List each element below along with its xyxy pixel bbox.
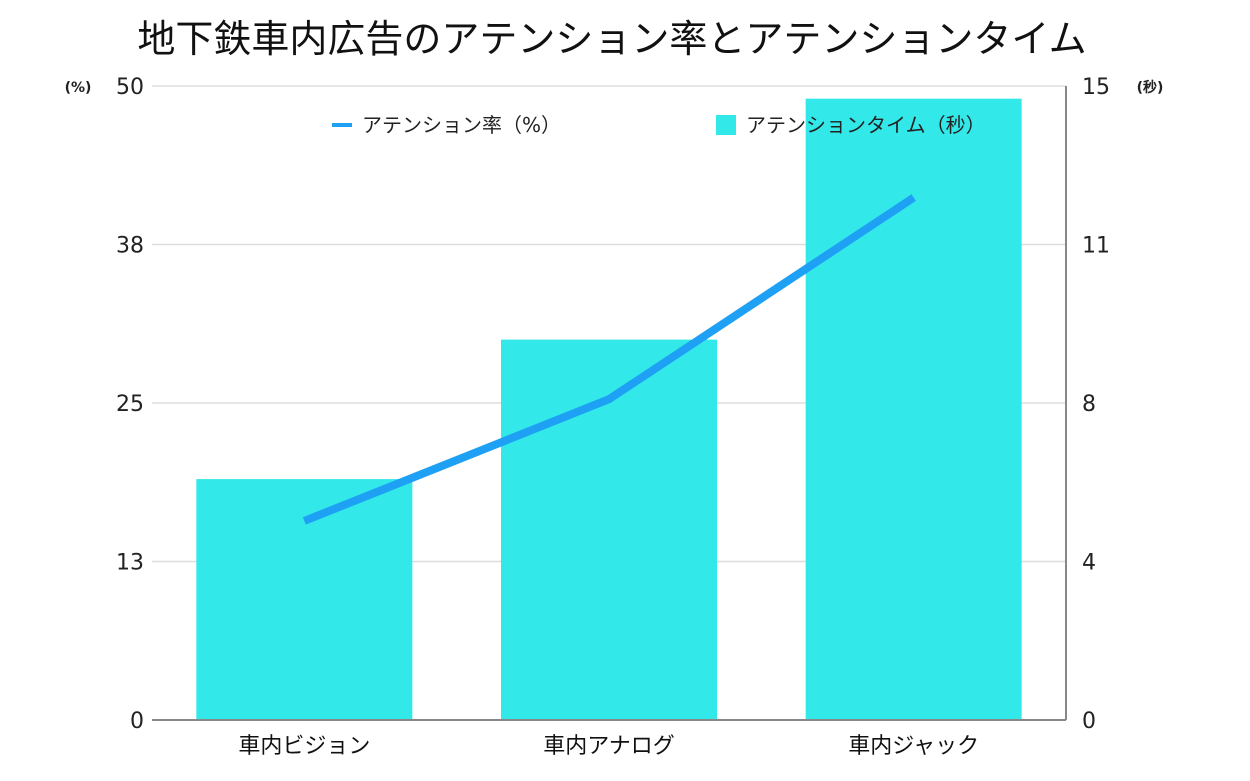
bar bbox=[805, 98, 1022, 721]
left-tick-label: 38 bbox=[116, 234, 144, 259]
left-tick-label: 0 bbox=[130, 709, 144, 734]
line-layer bbox=[302, 194, 916, 525]
right-tick-label: 4 bbox=[1082, 551, 1096, 576]
attention-rate-line bbox=[302, 194, 916, 525]
right-tick-label: 15 bbox=[1082, 75, 1110, 100]
legend-line-label: アテンション率（%） bbox=[362, 113, 561, 137]
category-label: 車内アナログ bbox=[543, 734, 675, 759]
right-tick-label: 11 bbox=[1082, 234, 1110, 259]
right-tick-label: 0 bbox=[1082, 709, 1096, 734]
bar bbox=[196, 479, 413, 720]
left-tick-label: 50 bbox=[116, 75, 144, 100]
legend: アテンション率（%） アテンションタイム（秒） bbox=[332, 113, 986, 137]
axis-layer bbox=[152, 86, 1067, 721]
right-axis-unit: (秒) bbox=[1137, 79, 1164, 96]
bar-layer bbox=[196, 98, 1022, 721]
label-layer: 0 13 25 38 50 0 4 8 11 15 (%) (秒) 車内ビジョン 車内アナログ 車内ジャック bbox=[65, 75, 1164, 759]
left-tick-label: 13 bbox=[116, 551, 144, 576]
right-tick-label: 8 bbox=[1082, 392, 1096, 417]
left-tick-label: 25 bbox=[116, 392, 144, 417]
left-axis-unit: (%) bbox=[65, 80, 92, 96]
legend-bar-label: アテンションタイム（秒） bbox=[746, 113, 986, 137]
legend-bar-swatch bbox=[716, 115, 736, 135]
category-label: 車内ビジョン bbox=[238, 734, 370, 759]
category-label: 車内ジャック bbox=[848, 734, 979, 759]
chart-title: 地下鉄車内広告のアテンション率とアテンションタイム bbox=[137, 17, 1086, 61]
